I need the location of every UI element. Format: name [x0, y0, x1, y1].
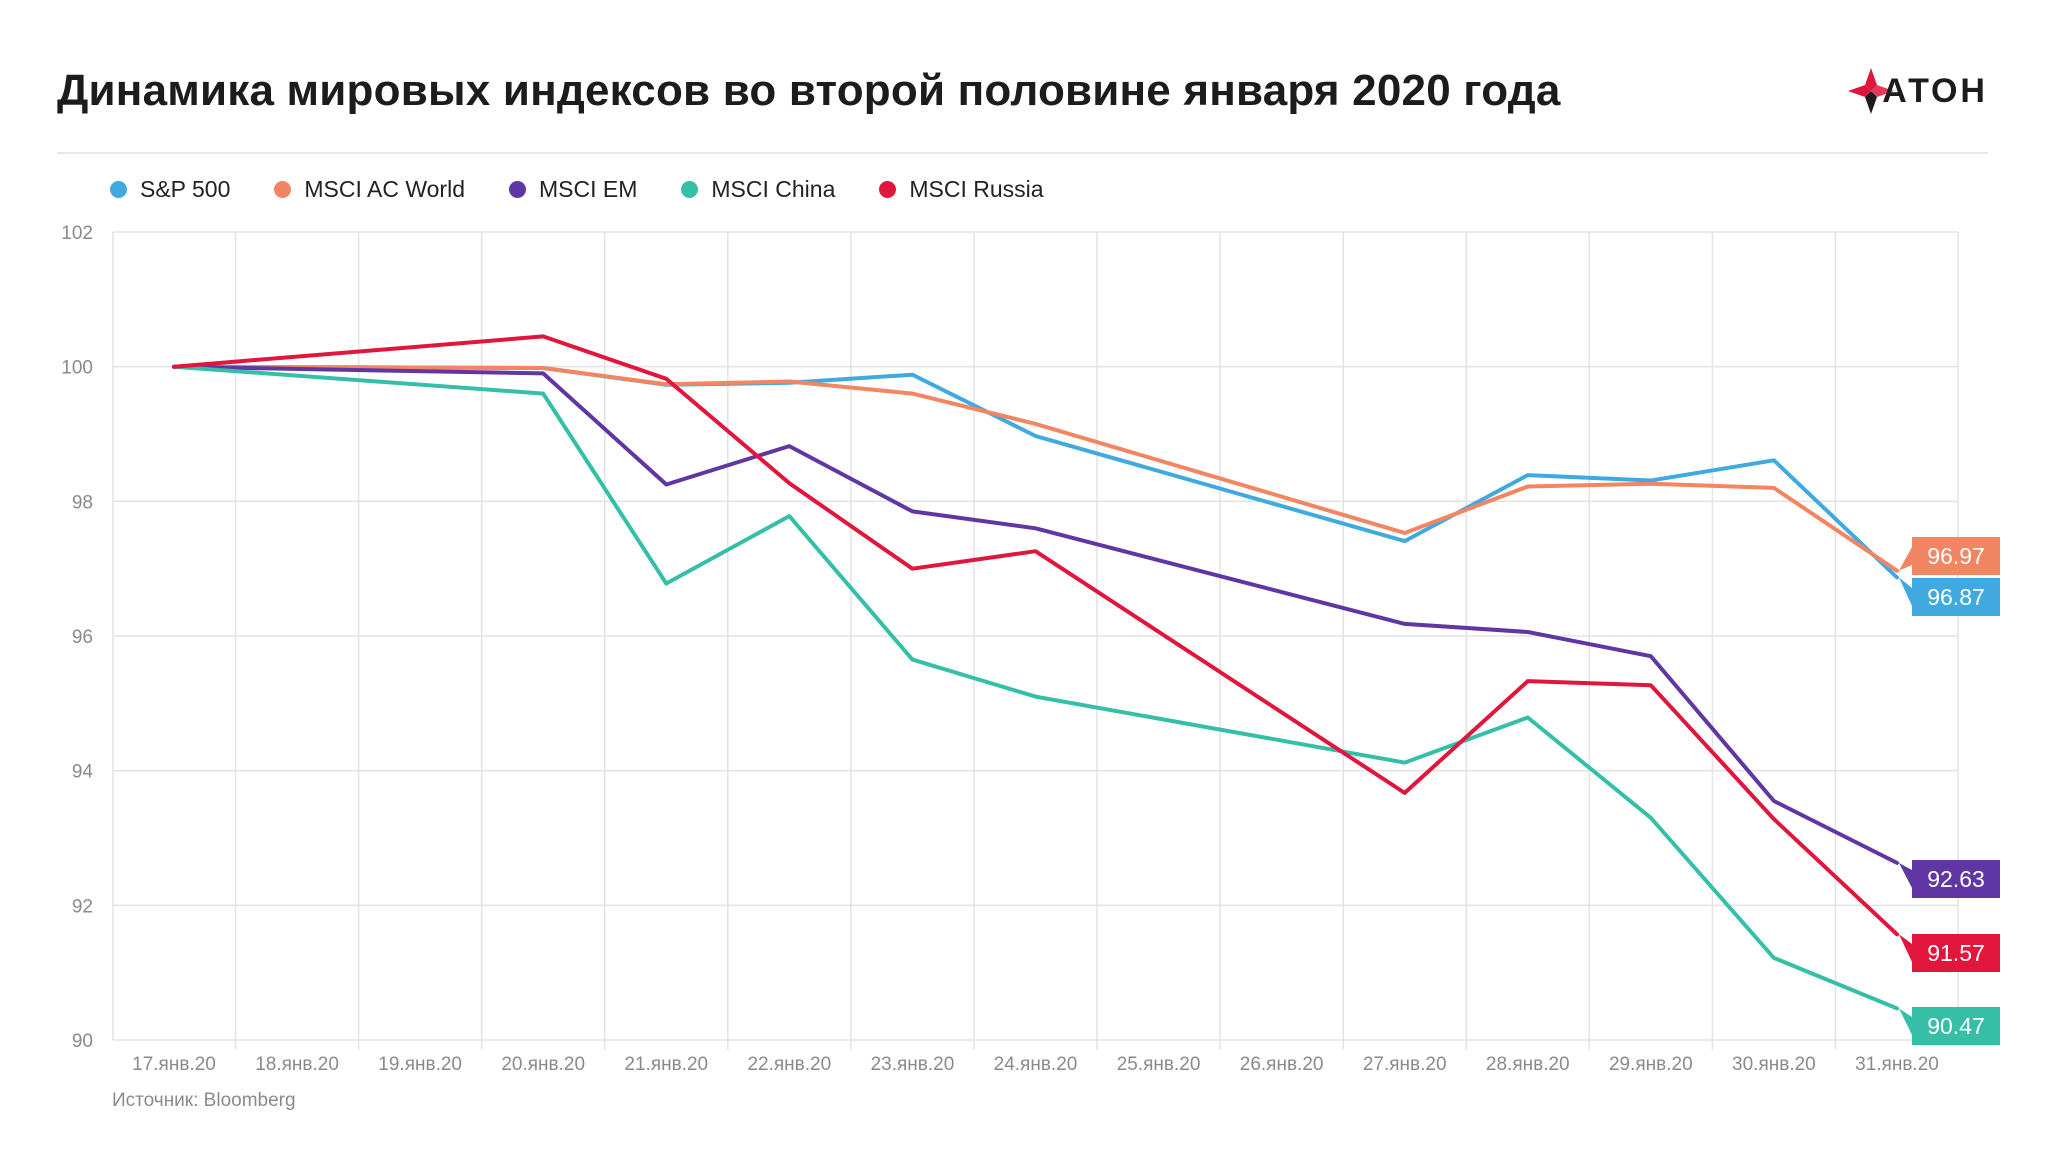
end-label-pointer	[1898, 1008, 1912, 1035]
y-tick-label: 90	[72, 1031, 93, 1052]
y-tick-label: 98	[72, 492, 93, 513]
legend-swatch	[274, 181, 292, 198]
legend-swatch	[879, 181, 897, 198]
x-tick-label: 29.янв.20	[1609, 1054, 1693, 1075]
legend-label: MSCI EM	[538, 176, 638, 202]
x-tick-label: 20.янв.20	[501, 1054, 585, 1075]
x-tick-label: 26.янв.20	[1240, 1054, 1324, 1075]
legend-label: MSCI China	[711, 176, 836, 202]
x-tick-label: 24.янв.20	[994, 1054, 1078, 1075]
series-line	[172, 364, 1899, 1011]
y-tick-label: 100	[61, 358, 93, 379]
x-tick-label: 30.янв.20	[1732, 1054, 1816, 1075]
y-tick-label: 92	[72, 896, 93, 917]
end-value-label: 92.63	[1927, 866, 1985, 892]
x-tick-label: 25.янв.20	[1117, 1054, 1201, 1075]
brand-logo: АТОН	[1846, 66, 1988, 116]
end-value-label: 90.47	[1927, 1013, 1985, 1039]
x-tick-label: 22.янв.20	[747, 1054, 831, 1075]
source-note: Источник: Bloomberg	[112, 1090, 296, 1111]
end-value-badge	[1912, 860, 2000, 898]
end-value-label: 91.57	[1927, 940, 1985, 966]
header-divider	[57, 152, 1988, 154]
y-tick-label: 102	[61, 223, 93, 244]
end-value-badge	[1912, 934, 2000, 972]
series-line	[172, 364, 1899, 865]
end-value-badge	[1912, 1007, 2000, 1045]
end-label-pointer	[1898, 862, 1912, 888]
end-label-pointer	[1898, 577, 1912, 606]
legend-item: MSCI Russia	[879, 176, 1044, 203]
legend-label: S&P 500	[140, 176, 231, 202]
legend-swatch	[681, 181, 699, 198]
legend-swatch	[110, 181, 127, 198]
end-label-pointer	[1898, 934, 1912, 962]
x-tick-label: 21.янв.20	[624, 1054, 708, 1075]
end-label-pointer	[1898, 547, 1912, 571]
brand-name: АТОН	[1882, 71, 1988, 110]
end-value-badge	[1912, 578, 2000, 616]
chart-legend: S&P 500 MSCI AC World MSCI EM MSCI China MSC…	[110, 176, 1088, 203]
x-tick-label: 19.янв.20	[378, 1054, 462, 1075]
legend-item: S&P 500	[110, 176, 230, 203]
end-value-label: 96.87	[1927, 584, 1985, 610]
x-tick-label: 17.янв.20	[132, 1054, 216, 1075]
legend-item: MSCI AC World	[274, 176, 465, 203]
end-value-badge	[1912, 537, 2000, 575]
x-tick-label: 27.янв.20	[1363, 1054, 1447, 1075]
end-value-label: 96.97	[1927, 543, 1985, 569]
aton-logo-icon	[1848, 68, 1895, 114]
legend-item: MSCI China	[681, 176, 835, 203]
x-tick-label: 23.янв.20	[871, 1054, 955, 1075]
legend-swatch	[508, 181, 526, 198]
legend-label: MSCI AC World	[304, 176, 465, 202]
chart-title: Динамика мировых индексов во второй поло…	[57, 66, 1561, 115]
x-tick-label: 28.янв.20	[1486, 1054, 1570, 1075]
x-tick-label: 31.янв.20	[1855, 1054, 1939, 1075]
y-tick-label: 96	[72, 627, 93, 648]
x-tick-label: 18.янв.20	[255, 1054, 339, 1075]
series-line	[172, 364, 1899, 573]
legend-label: MSCI Russia	[909, 176, 1044, 202]
series-line	[172, 334, 1899, 937]
series-line	[172, 364, 1899, 580]
legend-item: MSCI EM	[508, 176, 638, 203]
y-tick-label: 94	[72, 762, 94, 783]
